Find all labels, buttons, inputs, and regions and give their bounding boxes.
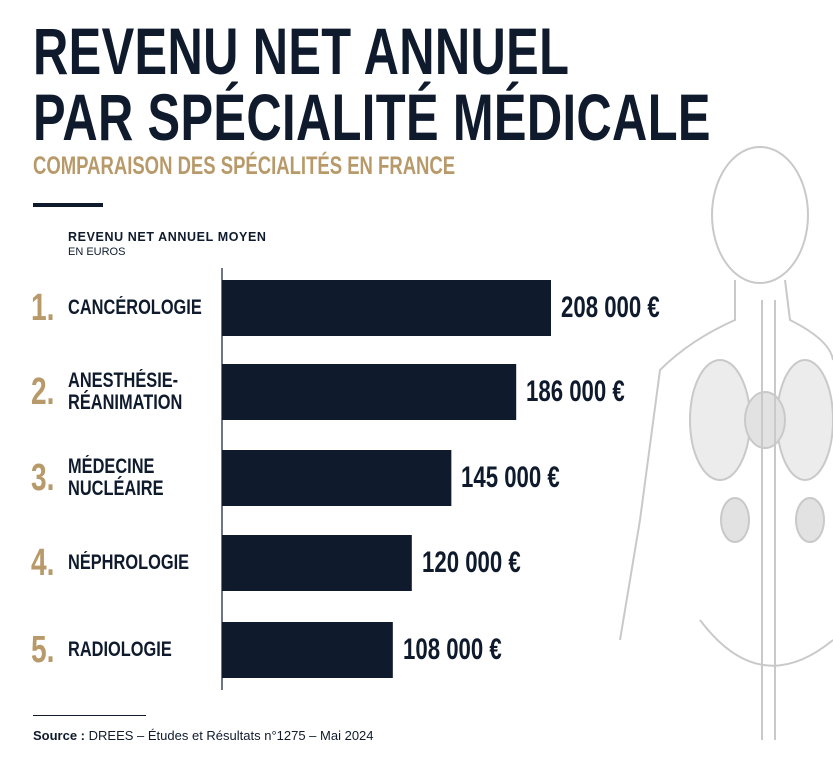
rank-box: 2. (31, 368, 63, 416)
value-label-box: 208 000 € (561, 288, 694, 328)
value-label-box: 108 000 € (403, 630, 536, 670)
category-label: MÉDECINE NUCLÉAIRE (68, 455, 164, 500)
category-label-box: MÉDECINE NUCLÉAIRE (68, 456, 218, 500)
rank: 2. (31, 371, 55, 413)
value-label: 208 000 € (561, 291, 660, 324)
illustration-vessels (699, 300, 833, 740)
category-label-box: ANESTHÉSIE-RÉANIMATION (68, 370, 218, 414)
subtitle: COMPARAISON DES SPÉCIALITÉS EN FRANCE (33, 152, 456, 180)
illustration-heart (744, 391, 786, 449)
bar (222, 450, 452, 506)
bar (222, 280, 551, 336)
rank-box: 3. (31, 454, 63, 502)
divider (33, 715, 146, 716)
source-text: DREES – Études et Résultats n°1275 – Mai… (88, 728, 374, 743)
rank-box: 1. (31, 284, 63, 332)
value-label-box: 186 000 € (526, 372, 659, 412)
category-label-box: RADIOLOGIE (68, 639, 218, 661)
category-label: RADIOLOGIE (68, 638, 172, 661)
axis-unit: EN EUROS (68, 246, 126, 258)
rank-box: 5. (31, 626, 63, 674)
rank: 5. (31, 629, 55, 671)
body-illustration (619, 146, 833, 740)
category-label-box: NÉPHROLOGIE (68, 552, 218, 574)
axis-title: REVENU NET ANNUEL MOYEN (68, 230, 267, 244)
illustration-kidney (795, 497, 825, 543)
source-label: Source : (33, 728, 86, 743)
value-label-box: 120 000 € (422, 543, 555, 583)
category-label-box: CANCÉROLOGIE (68, 297, 218, 319)
illustration-kidney (720, 497, 750, 543)
category-label: NÉPHROLOGIE (68, 551, 190, 574)
rank: 1. (31, 287, 55, 329)
illustration-torso (619, 279, 833, 641)
value-label: 145 000 € (461, 461, 561, 494)
title-line: REVENU NET ANNUEL (33, 14, 570, 88)
rank: 4. (31, 542, 55, 584)
title-line: PAR SPÉCIALITÉ MÉDICALE (33, 80, 711, 154)
rank: 3. (31, 457, 55, 499)
illustration-lung (689, 359, 751, 481)
bar (222, 622, 393, 678)
illustration-head (711, 146, 809, 284)
category-label: CANCÉROLOGIE (68, 296, 202, 319)
value-label: 108 000 € (402, 633, 502, 666)
value-label-box: 145 000 € (461, 458, 594, 498)
title: REVENU NET ANNUEL PAR SPÉCIALITÉ MÉDICAL… (33, 18, 833, 150)
value-label: 186 000 € (526, 375, 625, 408)
bar (222, 364, 517, 420)
divider (33, 203, 103, 207)
value-label: 120 000 € (421, 546, 521, 579)
category-label: ANESTHÉSIE-RÉANIMATION (68, 369, 183, 414)
source: Source : DREES – Études et Résultats n°1… (33, 728, 374, 743)
bar (222, 535, 412, 591)
rank-box: 4. (31, 539, 63, 587)
